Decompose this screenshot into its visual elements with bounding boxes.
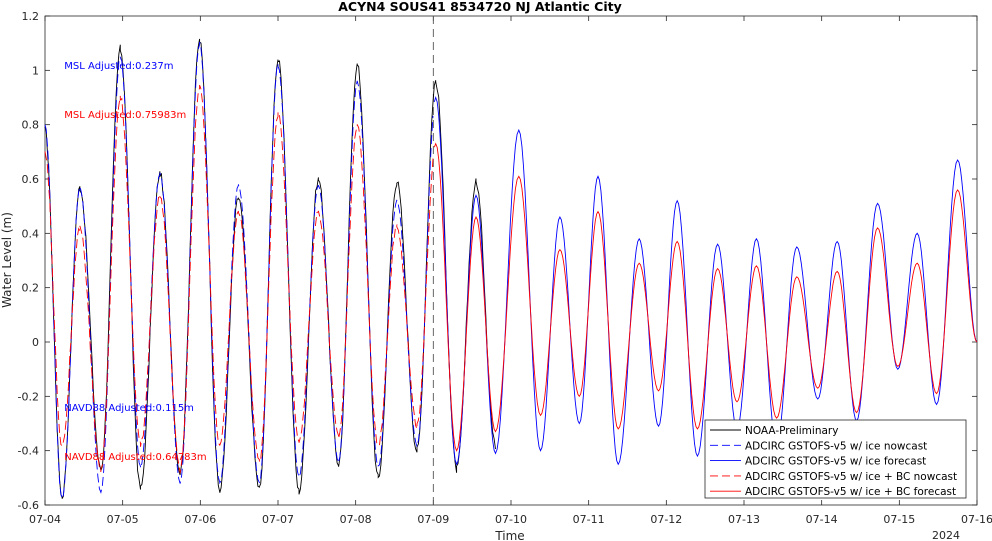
y-tick-label: -0.2: [18, 390, 39, 403]
x-tick-label: 07-04: [29, 513, 61, 526]
x-tick-label: 07-13: [728, 513, 760, 526]
y-axis-label: Water Level (m): [0, 212, 14, 308]
x-tick-label: 07-10: [495, 513, 527, 526]
y-tick-label: -0.4: [18, 445, 39, 458]
x-axis-year-label: 2024: [932, 529, 960, 541]
y-tick-label: -0.6: [18, 499, 39, 512]
x-axis-label: Time: [494, 529, 524, 541]
x-tick-label: 07-16: [961, 513, 992, 526]
y-tick-label: 1: [32, 64, 39, 77]
chart-title: ACYN4 SOUS41 8534720 NJ Atlantic City: [338, 0, 622, 14]
legend: NOAA-Preliminary ADCIRC GSTOFS-v5 w/ ice …: [704, 419, 967, 499]
legend-entry-label: ADCIRC GSTOFS-v5 w/ ice forecast: [745, 456, 926, 468]
legend-entry-label: ADCIRC GSTOFS-v5 w/ ice nowcast: [745, 440, 927, 452]
legend-box: [704, 419, 967, 499]
x-tick-label: 07-11: [573, 513, 605, 526]
annotation-text: NAVD88 Adjusted:0.115m: [64, 403, 194, 414]
x-tick-label: 07-09: [417, 513, 449, 526]
series-line-3: [44, 84, 434, 474]
legend-entry-label: ADCIRC GSTOFS-v5 w/ ice + BC nowcast: [745, 471, 957, 483]
y-tick-label: 0.8: [22, 119, 40, 132]
legend-entry-label: NOAA-Preliminary: [745, 425, 838, 437]
x-tick-label: 07-15: [883, 513, 915, 526]
series-line-4: [433, 142, 978, 452]
annotation-text: NAVD88 Adjusted:0.64783m: [64, 452, 206, 463]
y-tick-label: 0.2: [22, 282, 40, 295]
x-tick-label: 07-07: [262, 513, 294, 526]
x-tick-label: 07-05: [107, 513, 139, 526]
annotation-text: MSL Adjusted:0.75983m: [64, 110, 186, 121]
y-tick-label: 0.4: [22, 227, 40, 240]
y-tick-label: 1.2: [22, 10, 40, 23]
annotation-layer: MSL Adjusted:0.237m MSL Adjusted:0.75983m…: [64, 61, 206, 463]
x-tick-label: 07-14: [806, 513, 838, 526]
y-tick-label: 0.6: [22, 173, 40, 186]
x-axis-ticks: 07-04 07-05 07-06 07-07 07-08 07-09 07-10 07-11…: [29, 16, 992, 526]
x-tick-label: 07-12: [650, 513, 682, 526]
legend-entry-label: ADCIRC GSTOFS-v5 w/ ice + BC forecast: [745, 486, 956, 498]
y-tick-label: 0: [32, 336, 39, 349]
x-tick-label: 07-08: [340, 513, 372, 526]
y-axis-ticks: -0.6 -0.4 -0.2 0 0.2 0.4 0.6 0.8 1 1.2: [18, 10, 977, 512]
series-layer: [44, 38, 978, 499]
annotation-text: MSL Adjusted:0.237m: [64, 61, 173, 72]
x-tick-label: 07-06: [184, 513, 216, 526]
